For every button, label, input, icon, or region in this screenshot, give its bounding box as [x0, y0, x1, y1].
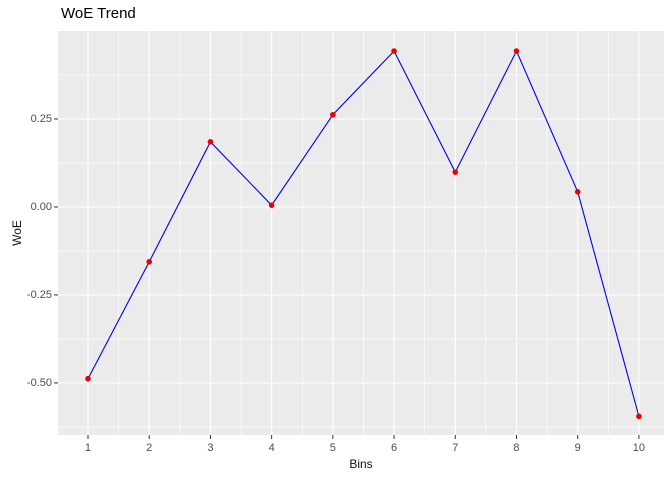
- data-point: [513, 48, 520, 54]
- y-axis-title: WoE: [10, 220, 24, 246]
- axis-tick-marks: [54, 118, 640, 439]
- plot-panel: [58, 31, 664, 435]
- trend-line: [87, 49, 640, 417]
- x-tick-label: 2: [146, 442, 153, 454]
- grid-major: [58, 31, 664, 435]
- data-point: [574, 189, 581, 195]
- y-tick-label: -0.25: [26, 288, 52, 301]
- x-axis-title: Bins: [349, 457, 373, 471]
- x-tick-label: 10: [632, 442, 646, 454]
- x-tick-label: 8: [513, 442, 520, 454]
- data-point: [268, 202, 275, 208]
- data-point: [636, 413, 642, 420]
- data-point: [330, 111, 336, 118]
- x-tick-label: 4: [268, 442, 275, 454]
- x-tick-label: 3: [207, 442, 214, 454]
- data-point: [85, 375, 91, 382]
- y-tick-label: -0.50: [26, 376, 52, 389]
- data-point: [146, 259, 153, 265]
- data-point: [207, 139, 214, 145]
- x-tick-label: 5: [329, 442, 336, 454]
- x-tick-label: 6: [390, 442, 398, 454]
- y-tick-label: 0.00: [30, 200, 52, 213]
- chart-title: WoE Trend: [61, 5, 136, 22]
- data-points: [85, 48, 642, 420]
- data-point: [391, 48, 397, 54]
- x-tick-label: 9: [574, 442, 581, 454]
- x-tick-label: 1: [84, 442, 92, 454]
- grid-minor: [58, 31, 664, 435]
- y-tick-label: 0.25: [30, 112, 52, 125]
- data-point: [452, 169, 459, 175]
- x-tick-label: 7: [452, 442, 459, 454]
